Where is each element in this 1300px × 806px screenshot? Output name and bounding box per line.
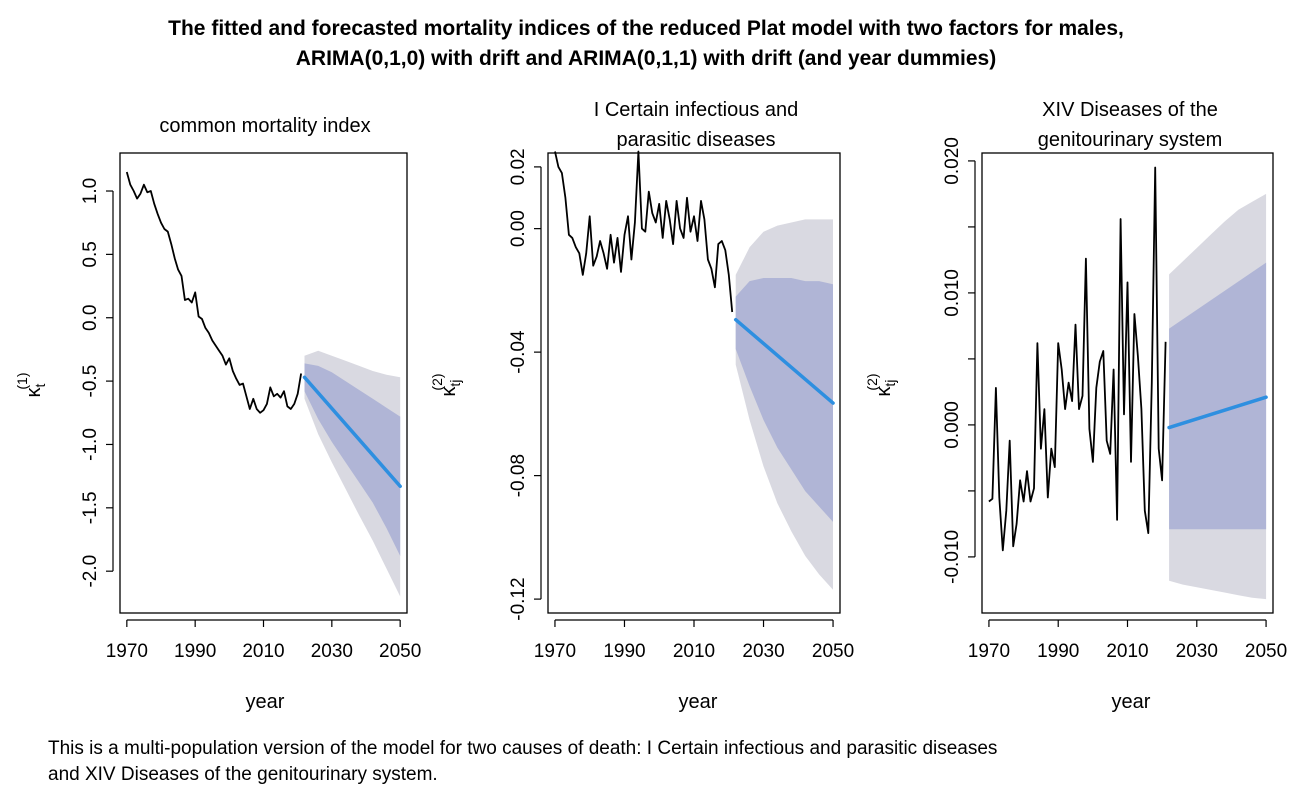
panel-infectious-parasitic: I Certain infectious and parasitic disea… (429, 99, 854, 713)
panel-2-y-tick-label: -0.04 (508, 330, 529, 374)
panel-2-x-axis-label: year (679, 691, 718, 713)
panel-3-ylabel-sup: (2) (864, 373, 880, 390)
panel-2-x-tick-label: 2050 (812, 641, 854, 662)
panel-2-y-tick-label: 0.00 (508, 210, 529, 247)
panel-1-x-axis-label: year (246, 691, 285, 713)
panel-1-y-tick-label: -0.5 (80, 365, 101, 398)
panel-3-y-tick-label: -0.010 (942, 530, 963, 584)
panel-2-fitted-series (554, 150, 734, 313)
caption-line2: and XIV Diseases of the genitourinary sy… (48, 764, 438, 785)
panel-1-forecast-series (302, 375, 402, 489)
panel-1-x-tick-label: 1990 (174, 641, 216, 662)
panel-3-ylabel-sub: tj (882, 380, 898, 387)
panel-3-prediction-band-80 (1169, 262, 1267, 530)
svg-text:κtj(2): κtj(2) (864, 373, 898, 396)
panel-1-x-tick-label: 2050 (379, 641, 421, 662)
panel-3-x-tick-label: 2030 (1176, 641, 1218, 662)
panel-2-plot-area: 1970 1990 2010 2030 2050 -0.12 -0.08 -0.04 0.00 0… (508, 148, 854, 662)
panel-3-ylabel-kappa: κ (873, 386, 895, 397)
panel-3-title-line2: genitourinary system (1038, 129, 1223, 151)
panel-1-y-tick-label: 1.0 (80, 178, 101, 204)
panel-1-y-tick-label: 0.5 (80, 241, 101, 267)
panel-2-x-tick-label: 2010 (673, 641, 715, 662)
figure-title-line2: ARIMA(0,1,0) with drift and ARIMA(0,1,1)… (296, 47, 996, 70)
panel-1-y-tick-label: 0.0 (80, 305, 101, 331)
panel-2-y-tick-label: -0.08 (508, 454, 529, 497)
panel-3-plot-area: 1970 1990 2010 2030 2050 -0.010 0.000 0.010 0.02… (942, 137, 1287, 662)
panel-2-x-tick-label: 2030 (742, 641, 784, 662)
panel-3-forecast-series (1167, 395, 1268, 430)
panel-2-title-line2: parasitic diseases (617, 129, 776, 151)
panel-1-y-tick-label: -1.5 (80, 491, 101, 524)
panel-3-y-tick-label: 0.000 (942, 401, 963, 449)
panel-1-ylabel-sup: (1) (14, 372, 30, 389)
panel-3-fitted-series (988, 166, 1167, 552)
caption-line1: This is a multi-population version of th… (48, 738, 998, 759)
panel-1-title: common mortality index (159, 115, 370, 137)
panel-3-x-tick-label: 1970 (968, 641, 1010, 662)
figure-title-line1: The fitted and forecasted mortality indi… (168, 17, 1124, 40)
panel-common-mortality-index: common mortality index 1970 1990 2010 2030 2… (14, 115, 421, 713)
panel-2-y-axis-label: κtj(2) (429, 373, 463, 396)
panel-2-y-tick-label: -0.12 (508, 577, 529, 620)
panel-3-y-tick-label: 0.020 (942, 137, 963, 185)
panel-1-ylabel-kappa: κ (23, 387, 45, 398)
panel-1-ylabel-sub: t (32, 384, 48, 388)
panel-1-plot-frame (119, 152, 408, 614)
panel-2-plot-frame (547, 152, 841, 614)
panel-2-x-tick-label: 1990 (603, 641, 645, 662)
figure-caption: This is a multi-population version of th… (48, 736, 1278, 788)
panel-1-x-tick-label: 2010 (242, 641, 284, 662)
svg-text:κtj(2): κtj(2) (429, 373, 463, 396)
panel-3-x-axis-label: year (1112, 691, 1151, 713)
svg-text:κt(1): κt(1) (14, 372, 48, 397)
panel-1-y-tick-label: -1.0 (80, 428, 101, 461)
panel-3-x-tick-label: 2050 (1245, 641, 1287, 662)
panel-1-y-tick-label: -2.0 (80, 555, 101, 588)
panel-1-fitted-series (125, 171, 302, 414)
panel-3-y-axis-label: κtj(2) (864, 373, 898, 396)
panel-1-y-axis-label: κt(1) (14, 372, 48, 397)
panel-2-title-line1: I Certain infectious and (594, 99, 799, 121)
panel-2-forecast-series (733, 317, 835, 405)
panel-2-x-tick-label: 1970 (534, 641, 576, 662)
panel-2-ylabel-sup: (2) (429, 373, 445, 390)
panel-1-x-tick-label: 2030 (311, 641, 353, 662)
panel-1-prediction-band-80 (304, 363, 401, 556)
panel-3-y-tick-label: 0.010 (942, 269, 963, 317)
panel-3-plot-frame (981, 152, 1274, 614)
panel-2-y-tick-label: 0.02 (508, 148, 529, 185)
panel-1-plot-area: 1970 1990 2010 2030 2050 -2.0 -1.5 -1.0 -0.5 0.0 0… (80, 152, 421, 662)
panel-3-title-line1: XIV Diseases of the (1042, 99, 1218, 121)
panel-1-x-tick-label: 1970 (106, 641, 148, 662)
panel-2-ylabel-kappa: κ (438, 386, 460, 397)
panel-3-x-tick-label: 2010 (1106, 641, 1148, 662)
panel-2-ylabel-sub: tj (447, 380, 463, 387)
panel-3-x-tick-label: 1990 (1037, 641, 1079, 662)
panel-genitourinary: XIV Diseases of the genitourinary system… (864, 99, 1287, 713)
